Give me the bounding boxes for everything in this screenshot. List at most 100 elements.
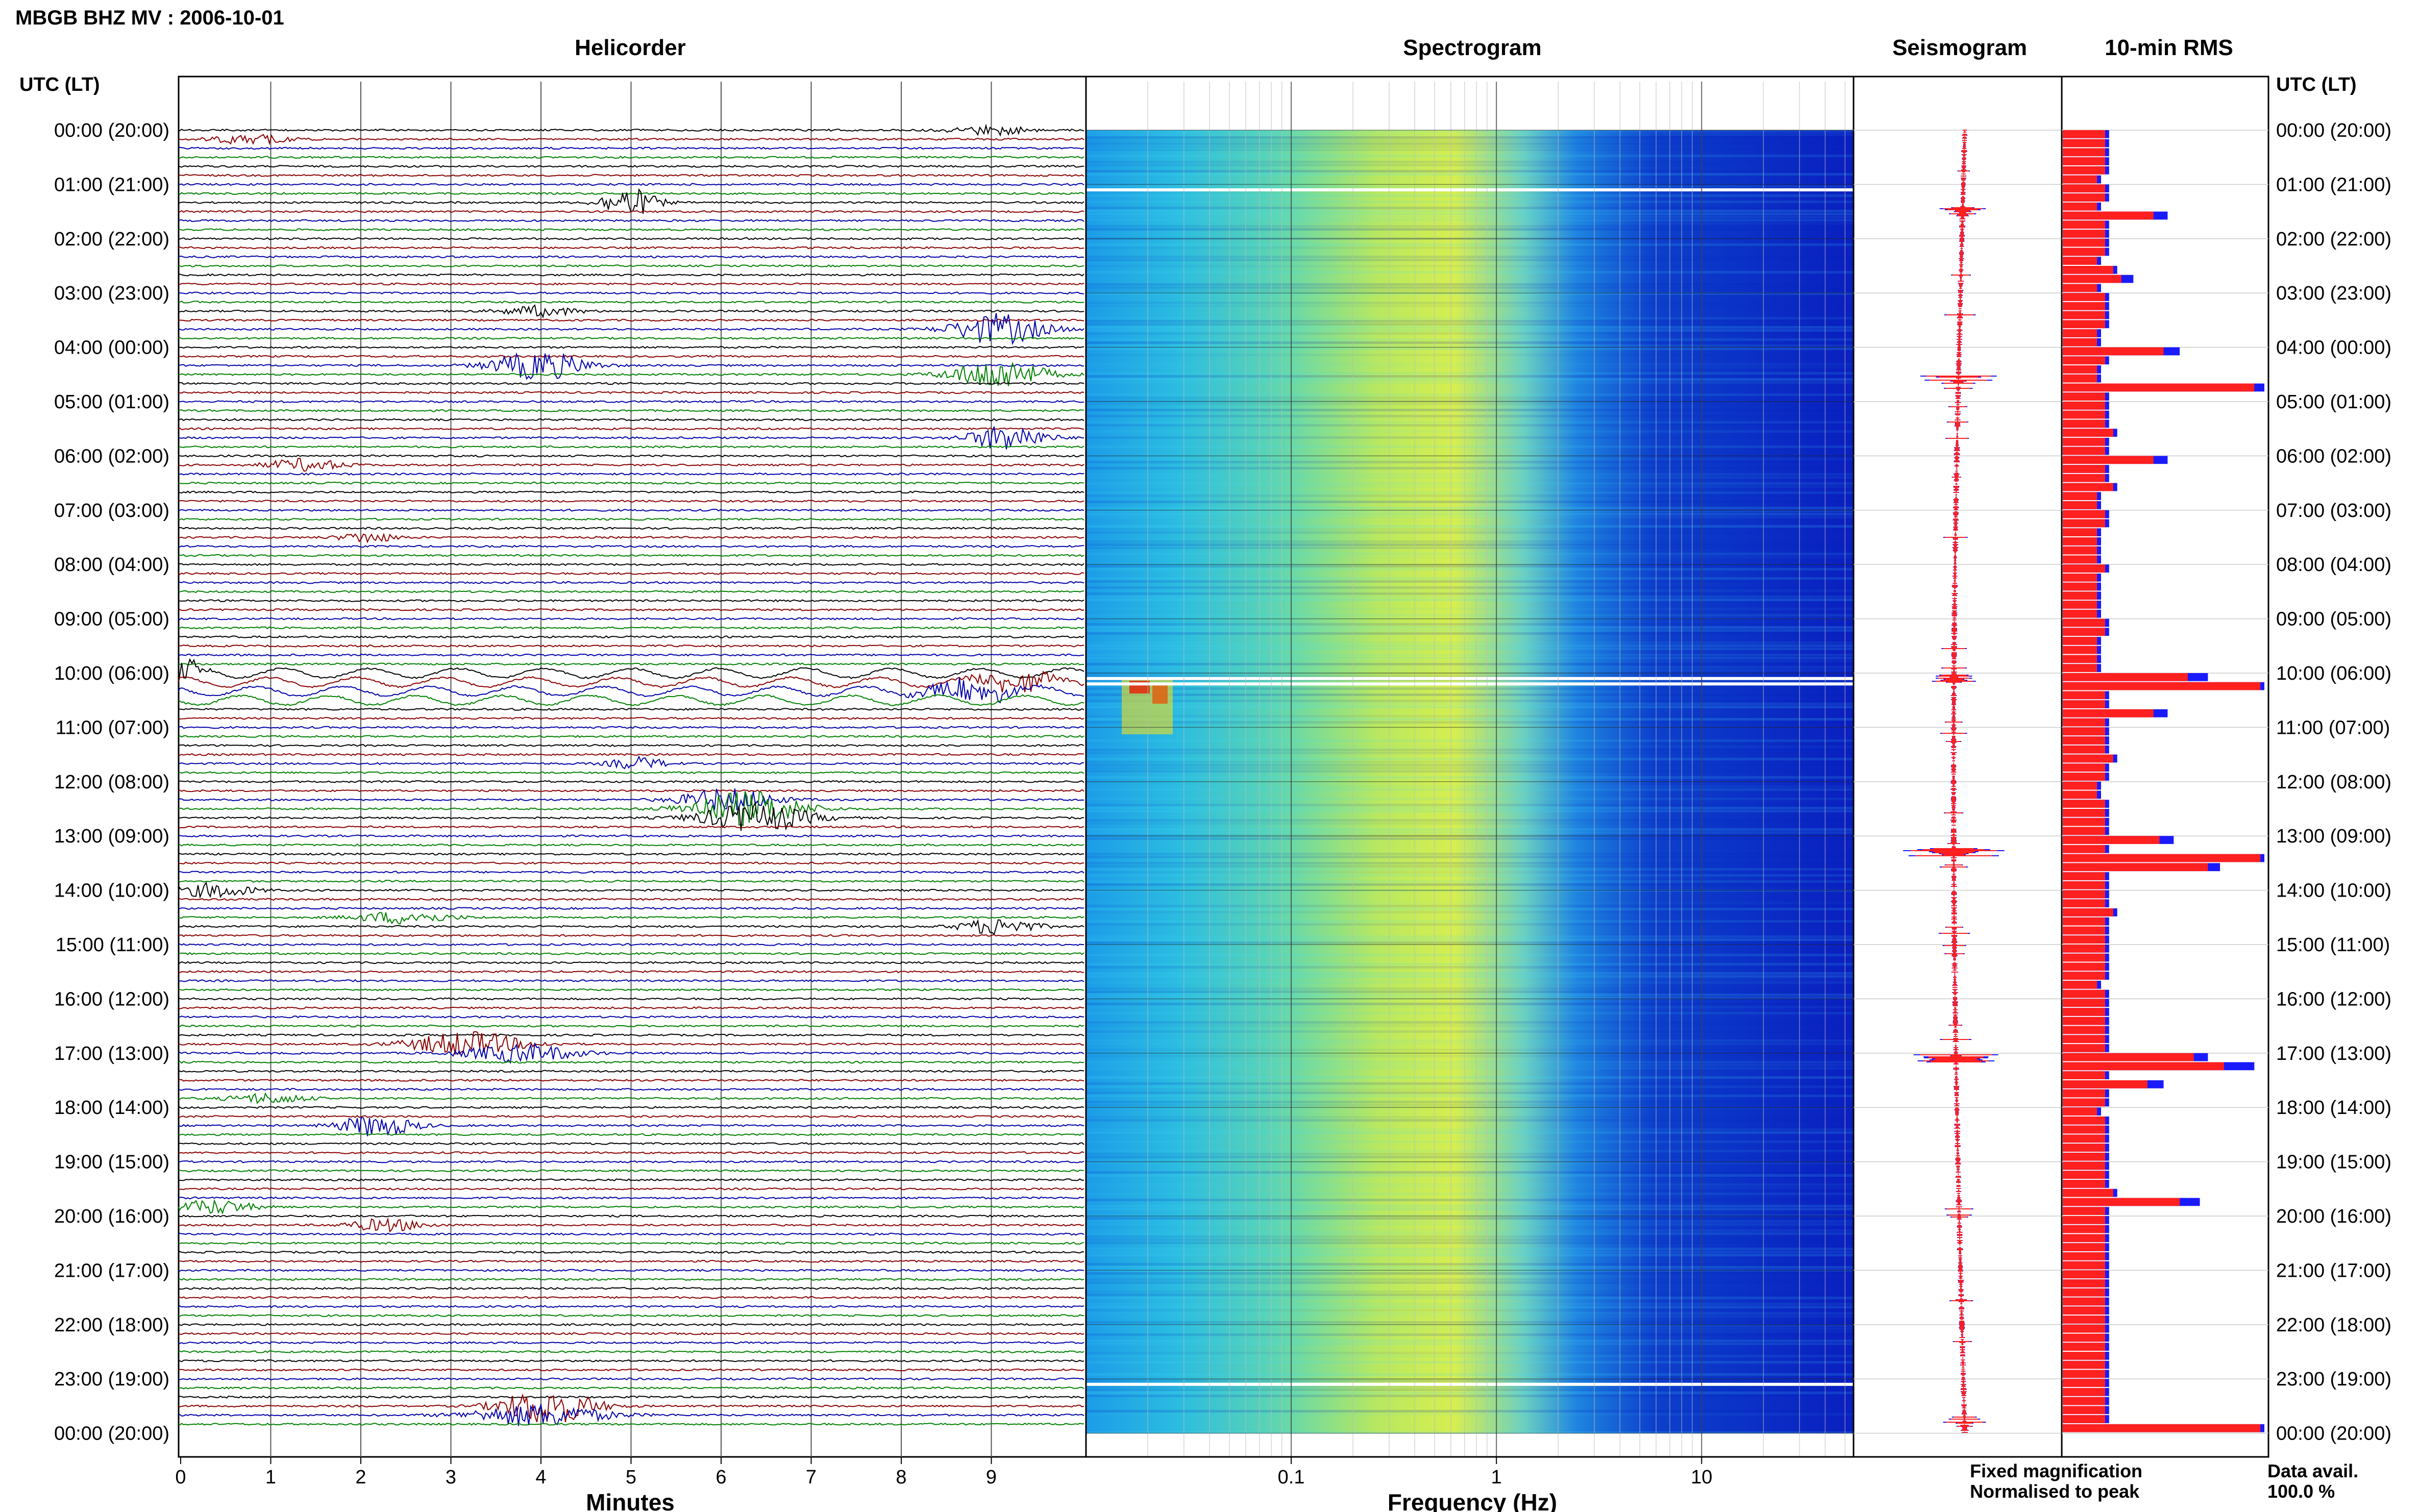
helicorder-frame — [178, 76, 1087, 1458]
time-label-right: 09:00 (05:00) — [2276, 609, 2391, 630]
spectrogram-band — [1086, 641, 1854, 644]
spectrogram-band — [1086, 1076, 1854, 1079]
rms-bar-normalised — [2063, 1279, 2105, 1287]
helicorder-trace — [178, 790, 1084, 827]
helicorder-trace — [178, 780, 1084, 783]
rms-bar-normalised — [2063, 230, 2105, 238]
spectrogram-band — [1086, 1373, 1854, 1376]
time-labels-right: 00:00 (20:00) 01:00 (21:00) 02:00 (22:00) 0… — [2276, 120, 2391, 1445]
helicorder-trace — [178, 527, 1084, 530]
spectrogram-band — [1086, 1352, 1854, 1354]
spectrogram-band — [1086, 798, 1854, 800]
rms-bar-normalised — [2063, 564, 2105, 573]
spectrogram-band — [1086, 210, 1854, 212]
spectrogram-band — [1086, 1174, 1854, 1177]
spectrogram-band — [1086, 767, 1854, 770]
time-label-right: 19:00 (15:00) — [2276, 1152, 2391, 1173]
rms-bar-normalised — [2063, 809, 2105, 817]
spectrogram-band — [1086, 424, 1854, 427]
rms-bar-normalised — [2063, 501, 2097, 509]
rms-bar-normalised — [2063, 275, 2121, 283]
spectrogram-band — [1086, 344, 1854, 347]
helicorder-trace — [178, 427, 1084, 431]
spectrogram-band — [1086, 1024, 1854, 1027]
spectrogram-band — [1086, 1055, 1854, 1057]
helicorder-trace — [178, 1404, 1084, 1426]
spectrogram-gap — [1086, 188, 1854, 192]
rms-bar-normalised — [2063, 655, 2097, 663]
spectrogram-band — [1086, 746, 1854, 748]
spectrogram-band — [1086, 145, 1854, 148]
rms-bar-normalised — [2063, 1270, 2105, 1279]
spectrogram-band — [1086, 1088, 1854, 1091]
time-label-left: 19:00 (15:00) — [54, 1152, 169, 1173]
time-label-left: 08:00 (04:00) — [54, 554, 169, 576]
helicorder-trace — [179, 1359, 1084, 1362]
spectrogram-band — [1086, 1333, 1854, 1336]
spectrogram-band — [1086, 1061, 1854, 1063]
rms-bar-normalised — [2063, 1216, 2105, 1224]
seismogram-trace-normalised — [1911, 130, 1997, 1433]
spectrogram-band — [1086, 700, 1854, 702]
plot-title: MBGB BHZ MV : 2006-10-01 — [15, 7, 284, 29]
spectrogram-band — [1086, 421, 1854, 424]
spectrogram-band — [1086, 1355, 1854, 1357]
spectrogram-band — [1086, 148, 1854, 151]
rms-bar-normalised — [2063, 673, 2188, 681]
helicorder-trace — [178, 219, 1084, 222]
spectrogram-band — [1086, 326, 1854, 329]
legend-fixed: Fixed magnification — [1970, 1460, 2142, 1481]
spectrogram-band — [1086, 941, 1854, 944]
spectrogram-band — [1086, 715, 1854, 717]
spectrogram-band — [1086, 292, 1854, 295]
spectrogram-band — [1086, 862, 1854, 864]
rms-bar-normalised — [2063, 193, 2105, 202]
rms-bar-normalised — [2063, 736, 2105, 745]
time-label-right: 18:00 (14:00) — [2276, 1097, 2391, 1119]
rms-bar-normalised — [2063, 1044, 2105, 1052]
rms-bar-normalised — [2063, 727, 2105, 736]
spectrogram-band — [1086, 531, 1854, 534]
rms-bar-normalised — [2063, 1252, 2105, 1260]
helicorder-trace — [178, 146, 1084, 150]
spectrogram-band — [1086, 396, 1854, 399]
spectrogram-band — [1086, 1281, 1854, 1284]
rms-bar-normalised — [2063, 709, 2154, 717]
spectrogram-band — [1086, 935, 1854, 938]
rms-bar-normalised — [2063, 537, 2097, 546]
rms-bar-normalised — [2063, 130, 2105, 138]
helicorder-trace — [178, 1368, 1084, 1372]
rms-bar-normalised — [2063, 962, 2105, 971]
helicorder-trace — [178, 1286, 1084, 1290]
rms-bar-normalised — [2063, 1324, 2105, 1333]
helicorder-trace — [178, 355, 1084, 358]
spectrogram-band — [1086, 923, 1854, 926]
spectrogram-band — [1086, 375, 1854, 378]
rms-bar-normalised — [2063, 437, 2105, 446]
spectrogram-band — [1086, 1082, 1854, 1085]
spectrogram-band — [1086, 1242, 1854, 1244]
spectrogram-band — [1086, 785, 1854, 788]
helicorder-trace — [178, 617, 1084, 621]
spectrogram-band — [1086, 1315, 1854, 1318]
time-label-right: 05:00 (01:00) — [2276, 391, 2391, 413]
helicorder-x-label: Minutes — [586, 1489, 675, 1512]
helicorder-tick-label: 3 — [446, 1467, 456, 1488]
helicorder-panel — [178, 76, 1087, 1458]
helicorder-trace — [178, 852, 1084, 856]
spectrogram-band — [1086, 1085, 1854, 1088]
helicorder-x-axis: 0 1 2 3 4 5 6 7 8 9 — [175, 1457, 997, 1488]
spectrogram-band — [1086, 1330, 1854, 1333]
rms-bar-normalised — [2063, 1207, 2105, 1215]
spectrogram-band — [1086, 1171, 1854, 1174]
time-label-left: 17:00 (13:00) — [54, 1043, 169, 1064]
helicorder-trace — [178, 716, 1084, 720]
time-label-right: 12:00 (08:00) — [2276, 772, 2391, 793]
spectrogram-band — [1086, 908, 1854, 910]
helicorder-trace — [178, 644, 1084, 648]
rms-bar-normalised — [2063, 1225, 2105, 1233]
spectrogram-band — [1086, 1379, 1854, 1382]
rms-bar-normalised — [2063, 773, 2105, 781]
helicorder-trace — [178, 1092, 1084, 1104]
